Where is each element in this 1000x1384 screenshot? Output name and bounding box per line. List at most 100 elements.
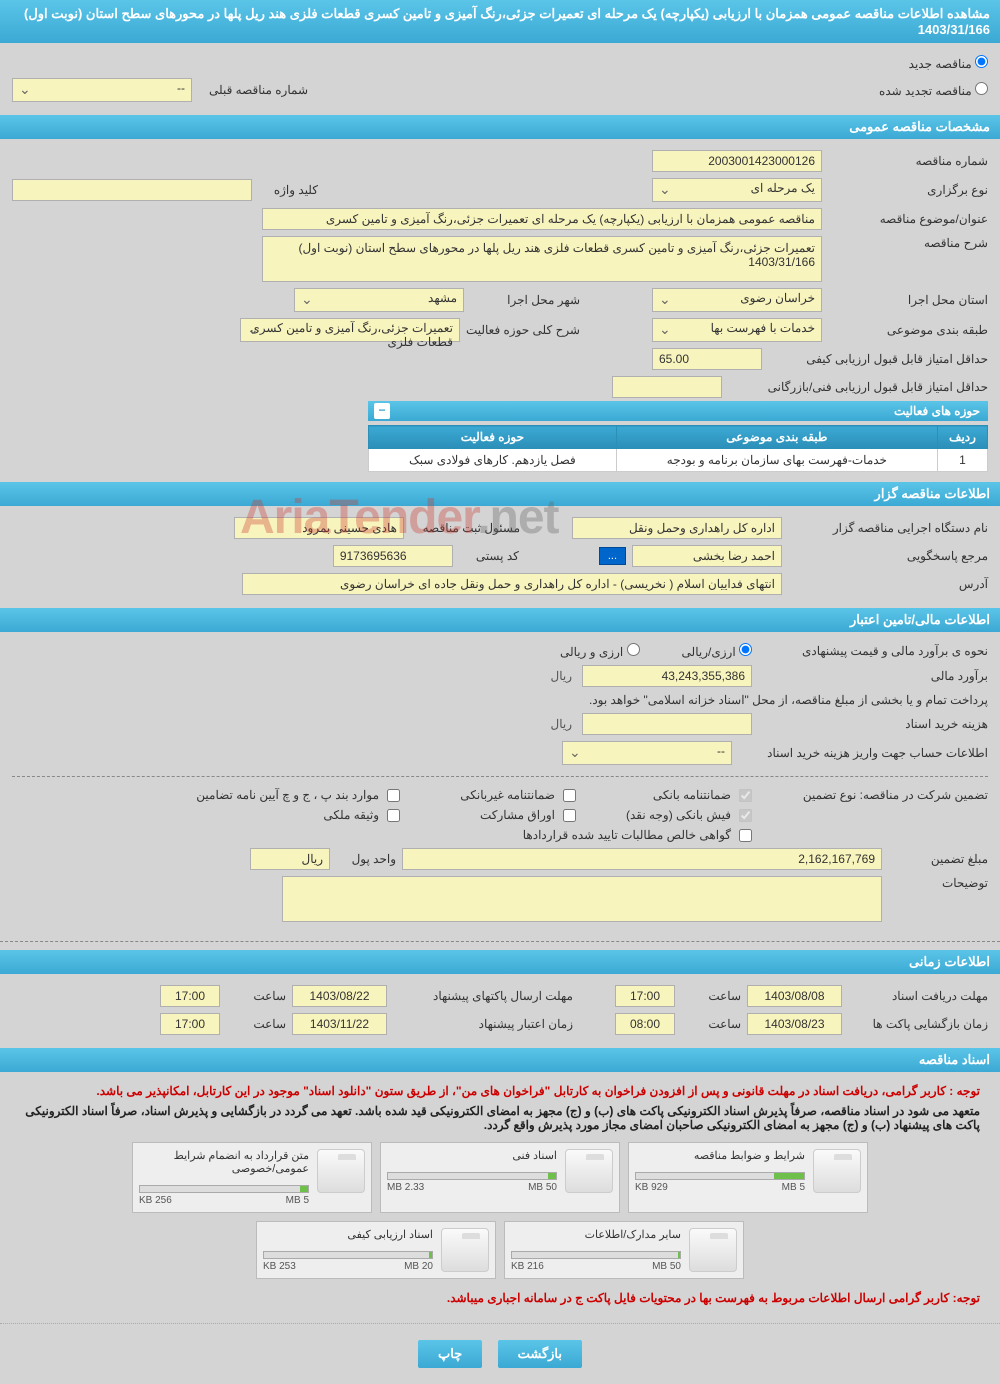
more-button[interactable]: ... [599, 547, 626, 565]
chk-bank-guarantee[interactable]: ضمانتنامه بانکی [582, 788, 752, 802]
min-tech-label: حداقل امتیاز قابل قبول ارزیابی فنی/بازرگ… [728, 380, 988, 394]
field-select[interactable]: تعمیرات جزئی،رنگ آمیزی و تامین کسری قطعا… [240, 318, 460, 342]
notes-textarea[interactable] [282, 876, 882, 922]
back-button[interactable]: بازگشت [498, 1340, 582, 1368]
doc-progress [635, 1172, 805, 1180]
city-label: شهر محل اجرا [470, 293, 580, 307]
folder-icon [565, 1149, 613, 1193]
doc-used: 2.33 MB [387, 1182, 424, 1193]
pay-note: پرداخت تمام و یا بخشی از مبلغ مناقصه، از… [589, 693, 988, 707]
doc-cap: 50 MB [528, 1182, 557, 1193]
min-tech-field [612, 376, 722, 398]
rial-unit: ریال [546, 669, 576, 683]
collapse-icon[interactable]: − [374, 403, 390, 419]
guar-type-label: تضمین شرکت در مناقصه: نوع تضمین [758, 788, 988, 802]
folder-icon [813, 1149, 861, 1193]
post-label: کد پستی [459, 549, 519, 563]
separator [0, 941, 1000, 942]
general-section-body: شماره مناقصه 2003001423000126 نوع برگزار… [0, 139, 1000, 480]
province-select[interactable]: خراسان رضوی [652, 288, 822, 312]
method-label: نحوه ی برآورد مالی و قیمت پیشنهادی [758, 644, 988, 658]
doc-card[interactable]: سایر مدارک/اطلاعات50 MB216 KB [504, 1221, 744, 1279]
chk-nonbank[interactable]: ضمانتنامه غیربانکی [406, 788, 576, 802]
desc-textarea[interactable]: تعمیرات جزئی،رنگ آمیزی و تامین کسری قطعا… [262, 236, 822, 282]
separator [0, 1323, 1000, 1324]
recv-label: مهلت دریافت اسناد [848, 989, 988, 1003]
province-label: استان محل اجرا [828, 293, 988, 307]
doc-cost-field[interactable] [582, 713, 752, 735]
doc-card[interactable]: شرایط و ضوابط مناقصه5 MB929 KB [628, 1142, 868, 1213]
open-label: زمان بازگشایی پاکت ها [848, 1017, 988, 1031]
notice-pricelist: توجه: کاربر گرامی ارسال اطلاعات مربوط به… [12, 1287, 988, 1309]
doc-cap: 20 MB [404, 1261, 433, 1272]
send-label: مهلت ارسال پاکتهای پیشنهاد [393, 989, 573, 1003]
addr-field: انتهای فداییان اسلام ( نخریسی) - اداره ک… [242, 573, 782, 595]
activity-table: ردیف طبقه بندی موضوعی حوزه فعالیت 1 خدما… [368, 425, 988, 472]
cat-select[interactable]: خدمات با فهرست بها [652, 318, 822, 342]
doc-grid: شرایط و ضوابط مناقصه5 MB929 KBاسناد فنی5… [12, 1134, 988, 1287]
resp-label: مرجع پاسخگویی [788, 549, 988, 563]
exec-field: اداره کل راهداری وحمل ونقل [572, 517, 782, 539]
section-general: مشخصات مناقصه عمومی [0, 115, 1000, 139]
radio-both[interactable]: ارزی و ریالی [560, 643, 640, 659]
addr-label: آدرس [788, 577, 988, 591]
doc-card[interactable]: اسناد فنی50 MB2.33 MB [380, 1142, 620, 1213]
doc-title: اسناد ارزیابی کیفی [263, 1228, 433, 1241]
valid-date: 1403/11/22 [292, 1013, 387, 1035]
prev-tender-select[interactable]: -- [12, 78, 192, 102]
type-label: نوع برگزاری [828, 183, 988, 197]
org-section-body: نام دستگاه اجرایی مناقصه گزار اداره کل ر… [0, 506, 1000, 606]
keyword-field[interactable] [12, 179, 252, 201]
tender-no-label: شماره مناقصه [828, 154, 988, 168]
doc-title: سایر مدارک/اطلاعات [511, 1228, 681, 1241]
doc-card[interactable]: متن قرارداد به انضمام شرایط عمومی/خصوصی5… [132, 1142, 372, 1213]
folder-icon [689, 1228, 737, 1272]
doc-card[interactable]: اسناد ارزیابی کیفی20 MB253 KB [256, 1221, 496, 1279]
chk-receivables[interactable]: گواهی خالص مطالبات تایید شده قراردادها [452, 828, 752, 842]
est-label: برآورد مالی [758, 669, 988, 683]
section-finance: اطلاعات مالی/تامین اعتبار [0, 608, 1000, 632]
col-cat: طبقه بندی موضوعی [616, 426, 937, 449]
chk-property[interactable]: وثیقه ملکی [230, 808, 400, 822]
notice-download: توجه : کاربر گرامی، دریافت اسناد در مهلت… [12, 1080, 988, 1102]
doc-cap: 5 MB [782, 1182, 805, 1193]
radio-rial[interactable]: ارزی/ریالی [682, 643, 752, 659]
field-label: شرح کلی حوزه فعالیت [466, 323, 580, 337]
radio-renewed-tender[interactable]: مناقصه تجدید شده [879, 82, 988, 98]
hour-label: ساعت [681, 989, 741, 1003]
col-row: ردیف [938, 426, 988, 449]
acct-select[interactable]: -- [562, 741, 732, 765]
chk-bylaw[interactable]: موارد بند پ ، ج و چ آیین نامه تضامین [180, 788, 400, 802]
tender-mode-area: مناقصه جدید مناقصه تجدید شده شماره مناقص… [0, 43, 1000, 113]
acct-label: اطلاعات حساب جهت واریز هزینه خرید اسناد [738, 746, 988, 760]
section-time: اطلاعات زمانی [0, 950, 1000, 974]
doc-progress [387, 1172, 557, 1180]
valid-time: 17:00 [160, 1013, 220, 1035]
doc-cap: 5 MB [286, 1195, 309, 1206]
resp-field: احمد رضا بخشی [632, 545, 782, 567]
prev-tender-label: شماره مناقصه قبلی [198, 83, 308, 97]
keyword-label: کلید واژه [258, 183, 318, 197]
open-time: 08:00 [615, 1013, 675, 1035]
subject-field: مناقصه عمومی همزمان با ارزیابی (یکپارچه)… [262, 208, 822, 230]
type-select[interactable]: یک مرحله ای [652, 178, 822, 202]
print-button[interactable]: چاپ [418, 1340, 482, 1368]
docs-section-body: توجه : کاربر گرامی، دریافت اسناد در مهلت… [0, 1072, 1000, 1317]
recv-time: 17:00 [615, 985, 675, 1007]
radio-new-tender[interactable]: مناقصه جدید [909, 57, 988, 71]
section-org: اطلاعات مناقصه گزار [0, 482, 1000, 506]
time-section-body: مهلت دریافت اسناد 1403/08/08 ساعت 17:00 … [0, 974, 1000, 1046]
folder-icon [441, 1228, 489, 1272]
unit-label: واحد پول [336, 852, 396, 866]
chk-bonds[interactable]: اوراق مشارکت [406, 808, 576, 822]
desc-label: شرح مناقصه [828, 236, 988, 250]
doc-cost-label: هزینه خرید اسناد [758, 717, 988, 731]
send-time: 17:00 [160, 985, 220, 1007]
chk-cash[interactable]: فیش بانکی (وجه نقد) [582, 808, 752, 822]
hour-label: ساعت [226, 989, 286, 1003]
section-docs: اسناد مناقصه [0, 1048, 1000, 1072]
city-select[interactable]: مشهد [294, 288, 464, 312]
est-field: 43,243,355,386 [582, 665, 752, 687]
post-field: 9173695636 [333, 545, 453, 567]
reg-field: هادی حسینی بمرود [234, 517, 404, 539]
